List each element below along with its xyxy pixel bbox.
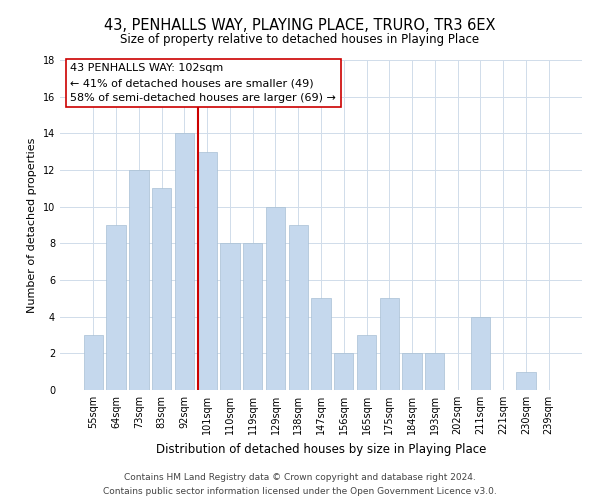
Bar [403,354,422,390]
Text: Contains public sector information licensed under the Open Government Licence v3: Contains public sector information licen… [103,486,497,496]
Bar [243,244,262,390]
Text: 43, PENHALLS WAY, PLAYING PLACE, TRURO, TR3 6EX: 43, PENHALLS WAY, PLAYING PLACE, TRURO, … [104,18,496,32]
Bar [289,225,308,390]
Bar [106,225,126,390]
Bar [357,335,376,390]
Bar [334,354,353,390]
Bar [152,188,172,390]
X-axis label: Distribution of detached houses by size in Playing Place: Distribution of detached houses by size … [156,442,486,456]
Bar [516,372,536,390]
Bar [220,244,239,390]
Y-axis label: Number of detached properties: Number of detached properties [27,138,37,312]
Bar [129,170,149,390]
Bar [311,298,331,390]
Text: 43 PENHALLS WAY: 102sqm
← 41% of detached houses are smaller (49)
58% of semi-de: 43 PENHALLS WAY: 102sqm ← 41% of detache… [70,64,337,103]
Bar [470,316,490,390]
Text: Contains HM Land Registry data © Crown copyright and database right 2024.: Contains HM Land Registry data © Crown c… [124,473,476,482]
Text: Size of property relative to detached houses in Playing Place: Size of property relative to detached ho… [121,32,479,46]
Bar [197,152,217,390]
Bar [380,298,399,390]
Bar [425,354,445,390]
Bar [175,134,194,390]
Bar [84,335,103,390]
Bar [266,206,285,390]
